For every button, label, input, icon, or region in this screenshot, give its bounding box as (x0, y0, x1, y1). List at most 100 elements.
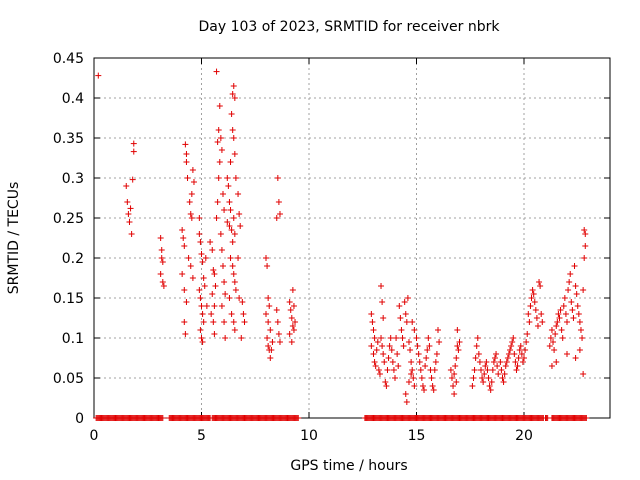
data-point (157, 271, 164, 277)
data-point (495, 371, 502, 377)
data-point (226, 223, 233, 229)
data-point (565, 287, 572, 293)
data-point (409, 367, 416, 373)
data-point (559, 335, 566, 341)
data-point (235, 191, 242, 197)
data-point (379, 299, 386, 305)
data-point (211, 303, 218, 309)
data-point (221, 207, 228, 213)
data-point (185, 255, 192, 261)
data-point (537, 283, 544, 289)
data-point (264, 263, 271, 269)
data-point (534, 323, 541, 329)
data-point (263, 255, 269, 261)
data-point (265, 295, 272, 301)
data-point (184, 175, 191, 181)
data-point (421, 387, 428, 393)
data-point (231, 231, 238, 237)
data-point (199, 259, 206, 265)
data-point (512, 359, 519, 365)
y-tick-label: 0.2 (62, 251, 84, 267)
data-point (222, 291, 229, 297)
x-tick-label: 0 (90, 428, 99, 444)
data-point (430, 387, 437, 393)
data-point (405, 339, 412, 345)
data-point (238, 335, 245, 341)
data-point (579, 335, 586, 341)
data-point (539, 319, 546, 325)
data-points (93, 68, 590, 421)
data-point (414, 343, 421, 349)
data-point (548, 327, 555, 333)
data-point (129, 176, 136, 183)
data-point (567, 271, 574, 277)
data-point (209, 291, 216, 297)
data-point (453, 355, 460, 361)
data-point (288, 315, 295, 321)
data-point (574, 303, 581, 309)
data-point (187, 263, 194, 269)
data-point (572, 283, 579, 289)
data-point (236, 295, 243, 301)
data-point (523, 339, 530, 345)
data-point (390, 367, 397, 373)
data-point (378, 335, 385, 341)
data-point (426, 343, 433, 349)
data-point (208, 311, 215, 317)
data-point (399, 335, 406, 341)
data-point (370, 327, 377, 333)
data-point (183, 151, 190, 157)
data-point (224, 219, 231, 225)
data-point (581, 227, 588, 233)
data-point (230, 83, 237, 89)
data-point (160, 283, 167, 289)
data-point (389, 359, 396, 365)
data-point (229, 91, 236, 97)
data-point (212, 283, 219, 289)
data-point (557, 307, 564, 313)
data-point (190, 179, 197, 185)
data-point (435, 327, 441, 333)
data-point (241, 319, 248, 325)
data-point (127, 205, 134, 212)
data-point (402, 391, 409, 397)
data-point (198, 335, 205, 341)
data-point (552, 331, 559, 337)
data-point (500, 379, 507, 385)
data-point (236, 211, 243, 217)
data-point (292, 319, 299, 325)
data-point (473, 343, 480, 349)
data-point (560, 303, 567, 309)
data-point (503, 359, 510, 365)
data-point (555, 311, 562, 317)
data-point (486, 383, 493, 389)
data-point (409, 319, 416, 325)
data-point (126, 219, 133, 225)
data-point (455, 347, 462, 353)
y-tick-label: 0.15 (53, 291, 84, 307)
plot-frame (93, 57, 611, 419)
data-point (224, 175, 231, 181)
data-point (561, 295, 568, 301)
data-point (196, 215, 203, 221)
data-point (181, 287, 188, 293)
data-point (182, 141, 189, 148)
data-point (218, 303, 225, 309)
data-point (515, 355, 522, 361)
data-point (290, 327, 297, 333)
data-point (267, 355, 274, 361)
data-point (428, 375, 435, 381)
x-tick-label: 10 (300, 428, 318, 444)
data-point (210, 267, 217, 273)
data-point (513, 367, 520, 373)
data-point (159, 259, 166, 265)
data-point (196, 287, 203, 293)
data-point (470, 375, 477, 381)
data-point (371, 359, 378, 365)
data-point (417, 367, 424, 373)
data-point (380, 315, 387, 321)
data-point (521, 355, 527, 361)
data-point (415, 351, 422, 357)
data-point (550, 339, 557, 345)
data-point (227, 159, 234, 165)
